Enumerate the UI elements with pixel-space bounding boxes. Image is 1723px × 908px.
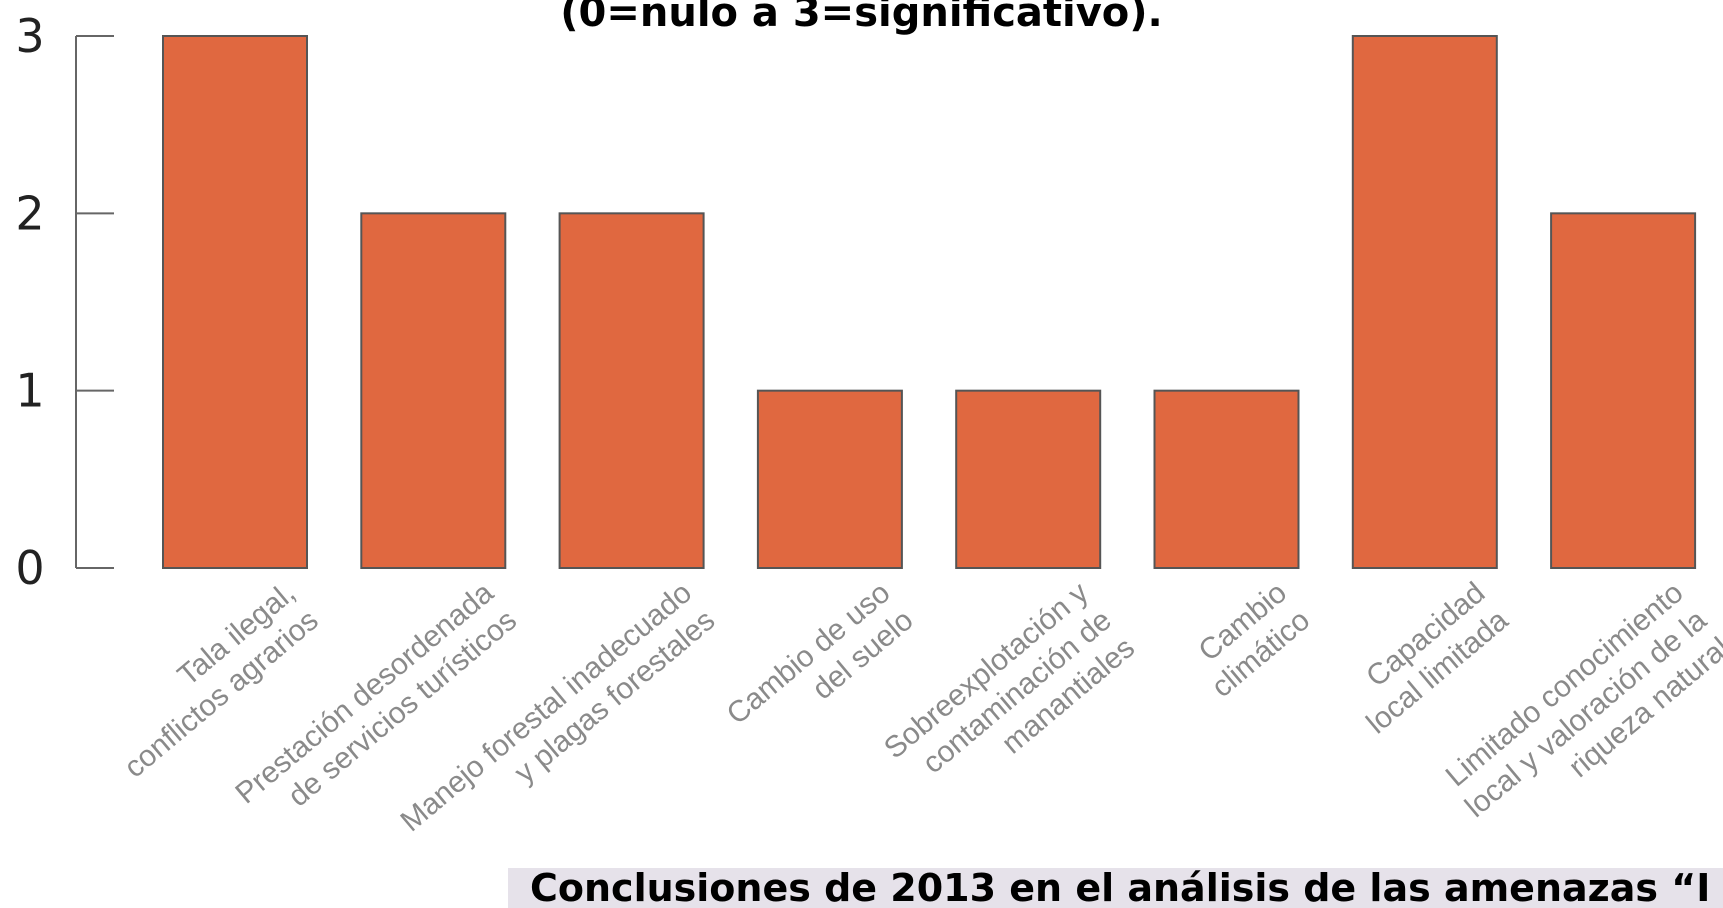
y-tick-label: 2 (15, 186, 44, 240)
x-tick-label-line: de servicios turísticos (282, 604, 523, 814)
bar (955, 389, 1102, 569)
caption-text: Conclusiones de 2013 en el análisis de l… (530, 868, 1711, 908)
bar (558, 212, 705, 569)
y-tick-label: 0 (15, 541, 44, 595)
y-tick-label: 3 (15, 9, 44, 63)
y-tick-label: 1 (15, 364, 44, 418)
bar (360, 212, 507, 569)
chart-title: (0=nulo a 3=significativo). (560, 0, 1163, 36)
bar (1153, 389, 1300, 569)
bar (1351, 35, 1498, 569)
bar (162, 35, 308, 569)
bar (1550, 212, 1697, 569)
caption-banner: Conclusiones de 2013 en el análisis de l… (508, 868, 1723, 908)
bar (756, 389, 903, 569)
